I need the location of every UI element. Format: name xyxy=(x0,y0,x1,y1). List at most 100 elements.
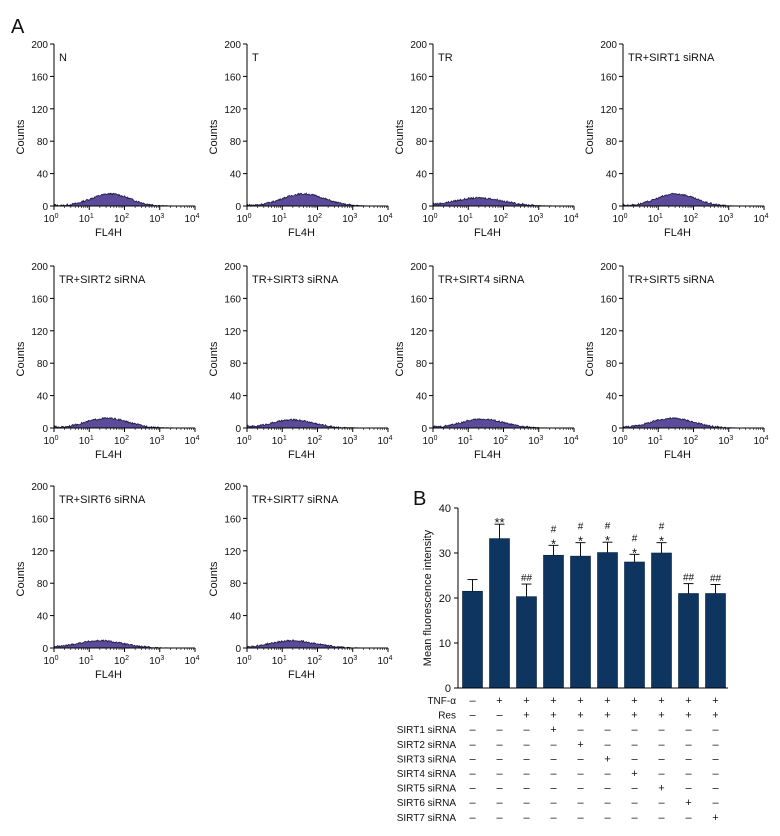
condition-sign: – xyxy=(496,710,503,722)
condition-sign: + xyxy=(712,812,718,824)
condition-sign: + xyxy=(658,783,664,795)
y-tick-label: 200 xyxy=(600,40,617,51)
condition-sign: – xyxy=(550,753,557,765)
x-tick-label: 104 xyxy=(184,213,199,225)
x-tick-label: 103 xyxy=(528,435,543,447)
condition-sign: – xyxy=(685,783,692,795)
condition-sign: + xyxy=(712,710,718,722)
histogram-panel-label: TR+SIRT6 siRNA xyxy=(59,494,146,506)
significance-mark: * xyxy=(605,533,610,548)
significance-mark: * xyxy=(632,545,637,560)
condition-sign: + xyxy=(685,695,691,707)
histogram-panel-label: T xyxy=(252,52,259,64)
y-tick-label: 80 xyxy=(230,359,242,370)
condition-label: SIRT7 siRNA xyxy=(397,813,457,824)
condition-sign: – xyxy=(712,797,719,809)
significance-mark: * xyxy=(551,536,556,551)
y-tick-label: 80 xyxy=(230,579,242,590)
condition-sign: – xyxy=(631,753,638,765)
condition-sign: – xyxy=(523,797,530,809)
x-tick-label: 102 xyxy=(114,655,129,667)
condition-label: SIRT5 siRNA xyxy=(397,784,457,795)
y-tick-label: 80 xyxy=(416,359,428,370)
x-tick-label: 104 xyxy=(753,435,768,447)
condition-sign: – xyxy=(685,753,692,765)
condition-sign: – xyxy=(631,812,638,824)
y-tick-label: 0 xyxy=(421,424,427,435)
condition-sign: – xyxy=(685,724,692,736)
y-axis-label: Counts xyxy=(208,119,220,154)
x-tick-label: 103 xyxy=(149,435,164,447)
x-axis-label: FL4H xyxy=(474,227,501,239)
condition-label: SIRT1 siRNA xyxy=(397,725,457,736)
histogram-panel: 0 40 80 120 160 200 100 101 102 103 104 TR+SIRT7 si… xyxy=(208,482,393,681)
y-tick-label: 0 xyxy=(611,424,617,435)
bar xyxy=(489,538,510,689)
histogram-panel: 0 40 80 120 160 200 100 101 102 103 104 N FL4H Counts xyxy=(15,40,200,239)
y-tick-label: 120 xyxy=(410,105,427,116)
y-tick-label: 160 xyxy=(31,294,48,305)
x-tick-label: 102 xyxy=(307,435,322,447)
condition-label: Res xyxy=(438,711,456,722)
y-tick-label: 200 xyxy=(31,262,48,273)
y-tick-label: 200 xyxy=(31,482,48,493)
condition-sign: – xyxy=(577,724,584,736)
y-axis-label: Counts xyxy=(394,341,406,376)
y-tick-label: 0 xyxy=(42,202,48,213)
y-axis-label: Counts xyxy=(208,561,220,596)
histogram-area xyxy=(246,192,388,207)
x-tick-label: 100 xyxy=(43,655,58,667)
histogram-panel: 0 40 80 120 160 200 100 101 102 103 104 TR+SIRT2 si… xyxy=(15,262,200,461)
x-tick-label: 100 xyxy=(612,213,627,225)
condition-sign: + xyxy=(604,753,610,765)
condition-sign: – xyxy=(658,739,665,751)
condition-sign: – xyxy=(685,739,692,751)
condition-sign: – xyxy=(577,812,584,824)
condition-sign: – xyxy=(550,783,557,795)
histogram-panel: 0 40 80 120 160 200 100 101 102 103 104 TR+SIRT1 si… xyxy=(584,40,769,239)
condition-sign: – xyxy=(604,797,611,809)
x-tick-label: 102 xyxy=(307,655,322,667)
condition-sign: + xyxy=(604,710,610,722)
x-tick-label: 102 xyxy=(114,435,129,447)
y-tick-label: 160 xyxy=(410,72,427,83)
y-tick-label: 0 xyxy=(421,202,427,213)
condition-sign: + xyxy=(550,710,556,722)
condition-sign: – xyxy=(631,783,638,795)
y-tick-label: 200 xyxy=(410,262,427,273)
condition-sign: – xyxy=(658,753,665,765)
y-tick-label: 200 xyxy=(31,40,48,51)
significance-mark: ## xyxy=(683,573,695,584)
y-axis-label: Counts xyxy=(208,341,220,376)
condition-sign: – xyxy=(550,768,557,780)
condition-sign: + xyxy=(523,695,529,707)
y-tick-label: 120 xyxy=(600,327,617,338)
y-tick-label: 80 xyxy=(416,137,428,148)
condition-label: SIRT6 siRNA xyxy=(397,798,457,809)
condition-sign: – xyxy=(604,812,611,824)
condition-sign: + xyxy=(658,710,664,722)
histogram-panel: 0 40 80 120 160 200 100 101 102 103 104 TR+SIRT6 si… xyxy=(15,482,200,681)
x-tick-label: 101 xyxy=(79,435,94,447)
condition-sign: – xyxy=(469,783,476,795)
x-tick-label: 100 xyxy=(612,435,627,447)
histogram-panel-label: TR+SIRT2 siRNA xyxy=(59,274,146,286)
condition-sign: – xyxy=(631,739,638,751)
significance-mark: ## xyxy=(521,573,533,584)
x-tick-label: 102 xyxy=(683,435,698,447)
condition-sign: – xyxy=(604,724,611,736)
condition-sign: – xyxy=(469,695,476,707)
histogram-panel: 0 40 80 120 160 200 100 101 102 103 104 TR+SIRT5 si… xyxy=(584,262,769,461)
x-axis-label: FL4H xyxy=(664,227,691,239)
y-tick-label: 0 xyxy=(611,202,617,213)
condition-sign: – xyxy=(550,812,557,824)
x-tick-label: 104 xyxy=(563,213,578,225)
condition-sign: – xyxy=(469,710,476,722)
y-tick-label: 200 xyxy=(224,482,241,493)
bar xyxy=(516,596,537,689)
y-tick-label: 40 xyxy=(439,503,451,515)
y-tick-label: 40 xyxy=(37,170,49,181)
y-tick-label: 20 xyxy=(439,593,451,605)
